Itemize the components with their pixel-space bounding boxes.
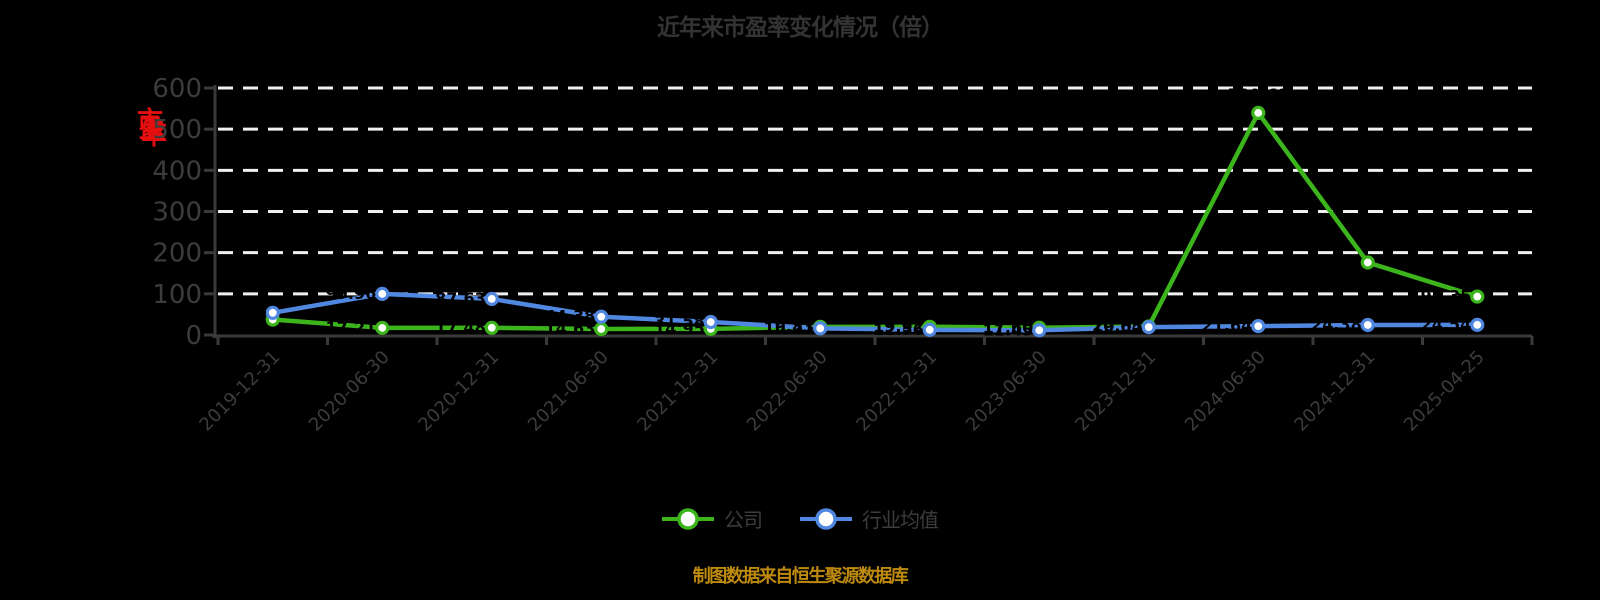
x-label-2020-06-30: 2020-06-30	[305, 347, 394, 436]
legend-label-company: 公司	[724, 508, 763, 532]
data-point-行业均值-2023-06-30	[1032, 323, 1047, 338]
x-label-2019-12-31: 2019-12-31	[195, 347, 284, 436]
x-label-2025-04-25: 2025-04-25	[1400, 347, 1489, 436]
x-label-2020-12-31: 2020-12-31	[414, 347, 503, 436]
data-point-公司-2024-12-31	[1360, 255, 1375, 270]
data-point-行业均值-2022-12-31	[922, 322, 937, 337]
legend-item-industry-average[interactable]: 行业均值	[800, 504, 939, 533]
legend-item-company[interactable]: 公司	[662, 504, 763, 533]
value-label-行业均值-2019-12-31: 53.90	[216, 303, 267, 322]
company-line-marker-icon	[662, 507, 714, 530]
value-label-行业均值-2021-12-31: 31.58	[654, 312, 705, 331]
data-point-公司-2024-06-30	[1251, 105, 1266, 120]
value-label-行业均值-2020-06-30: 99.96	[326, 284, 377, 303]
value-label-行业均值-2020-12-31: 87.63	[435, 289, 486, 308]
series-line-行业均值	[272, 291, 1478, 333]
data-point-行业均值-2020-12-31	[484, 291, 499, 307]
value-label-公司-2020-06-30: 17.21	[326, 318, 377, 337]
chart-title: 近年来市盈率变化情况（倍）	[657, 15, 944, 41]
data-point-公司-2021-06-30	[594, 321, 609, 337]
y-tick-label-600: 600	[152, 74, 202, 104]
x-label-2021-12-31: 2021-12-31	[633, 347, 722, 436]
x-label-2024-12-31: 2024-12-31	[1290, 347, 1379, 436]
data-point-行业均值-2022-06-30	[813, 321, 828, 336]
legend: 公司 行业均值	[0, 504, 1600, 533]
value-label-公司-2019-12-31: 37.54	[216, 310, 267, 329]
value-label-公司-2021-12-31: 14.95	[654, 319, 705, 338]
value-label-公司-2020-12-31: 17.48	[435, 318, 486, 337]
data-point-行业均值-2020-06-30	[375, 286, 390, 301]
data-point-公司-2025-04-25	[1470, 289, 1485, 304]
series-line-公司	[272, 110, 1478, 332]
data-point-行业均值-2021-06-30	[594, 309, 609, 324]
x-label-2022-12-31: 2022-12-31	[852, 347, 941, 436]
y-tick-label-400: 400	[152, 156, 202, 186]
y-tick-label-100: 100	[152, 280, 202, 310]
value-label-公司-2023-06-30: 17.60	[983, 318, 1034, 337]
value-label-公司-2024-06-30: 539.61	[1227, 85, 1289, 104]
data-point-行业均值-2023-12-31	[1141, 320, 1156, 335]
x-label-2023-12-31: 2023-12-31	[1071, 347, 1160, 436]
y-tick-label-300: 300	[152, 198, 202, 228]
data-source-note: 制图数据来自恒生聚源数据库	[692, 566, 909, 587]
data-point-公司-2020-06-30	[375, 320, 390, 336]
data-point-行业均值-2021-12-31	[703, 314, 718, 330]
value-label-公司-2023-12-31: 20.85	[1092, 316, 1143, 335]
data-point-行业均值-2025-04-25	[1470, 317, 1485, 332]
y-tick-label-200: 200	[152, 239, 202, 269]
x-label-2021-06-30: 2021-06-30	[524, 347, 613, 436]
value-label-行业均值-2024-12-31: 24.38	[1311, 315, 1362, 334]
x-label-2022-06-30: 2022-06-30	[743, 347, 832, 436]
value-label-公司-2022-06-30: 19.83	[764, 317, 815, 336]
x-label-2024-06-30: 2024-06-30	[1181, 347, 1270, 436]
value-label-行业均值-2023-06-30: 11.45	[983, 320, 1034, 339]
y-tick-label-0: 0	[185, 321, 202, 351]
data-point-行业均值-2024-06-30	[1251, 318, 1266, 334]
industry-average-line-marker-icon	[800, 507, 852, 530]
data-point-行业均值-2019-12-31	[265, 305, 280, 320]
value-label-行业均值-2023-12-31: 19.04	[1092, 317, 1143, 336]
x-label-2023-06-30: 2023-06-30	[962, 347, 1051, 436]
value-label-行业均值-2025-04-25: 24.54	[1421, 315, 1472, 334]
value-label-行业均值-2022-06-30: 16.21	[764, 318, 815, 337]
value-label-公司-2024-12-31: 176.18	[1300, 252, 1362, 271]
value-label-行业均值-2022-12-31: 12.56	[873, 320, 924, 339]
value-label-公司-2021-06-30: 14.63	[545, 319, 596, 338]
legend-label-industry-average: 行业均值	[862, 508, 939, 532]
value-label-公司-2025-04-25: 93.35	[1421, 287, 1472, 306]
data-point-公司-2020-12-31	[484, 320, 499, 335]
value-label-公司-2022-12-31: 19.92	[873, 317, 924, 336]
value-label-行业均值-2024-06-30: 21.64	[1202, 316, 1253, 335]
data-point-行业均值-2024-12-31	[1360, 317, 1375, 333]
value-label-行业均值-2021-06-30: 44.38	[545, 307, 596, 326]
y-tick-label-500: 500	[152, 115, 202, 145]
